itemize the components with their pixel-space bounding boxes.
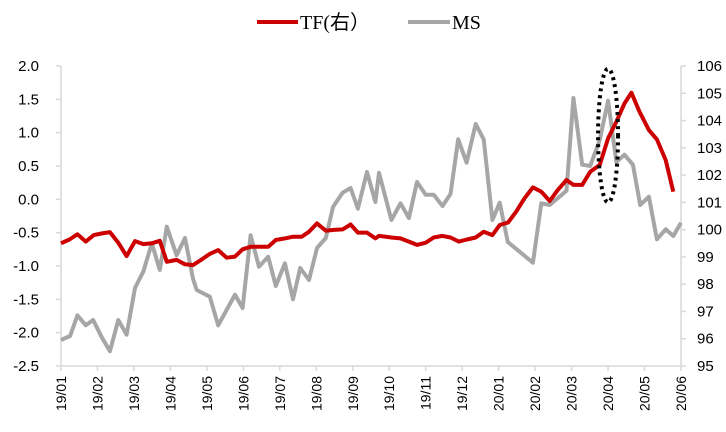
right-tick-label: 104: [697, 113, 722, 130]
right-tick-label: 100: [697, 222, 722, 239]
x-tick-label: 19/05: [199, 376, 215, 411]
axes: 2.0 1.5 1.0 0.5 0.0 -0.5 -1.0 -1.5 -2.0 -2.5 106 10…: [13, 58, 722, 411]
left-tick-label: 1.0: [18, 125, 39, 142]
legend: TF(右） MS: [257, 11, 481, 34]
legend-label-ms: MS: [452, 12, 481, 34]
x-tick-label: 19/03: [126, 376, 142, 411]
left-tick-label: -2.0: [13, 325, 39, 342]
x-tick-label: 19/04: [162, 376, 178, 411]
x-tick-label: 20/01: [491, 376, 507, 411]
left-tick-label: -1.0: [13, 258, 39, 275]
x-tick-label: 20/05: [637, 376, 653, 411]
x-tick-label: 19/12: [454, 376, 470, 411]
legend-label-tf: TF(右）: [300, 11, 370, 34]
left-tick-label: -1.5: [13, 291, 39, 308]
dotted-ellipse-annotation: [596, 66, 621, 205]
right-tick-label: 95: [697, 358, 714, 375]
x-tick-label: 20/04: [600, 376, 616, 411]
x-tick-label: 19/09: [345, 376, 361, 411]
left-tick-label: 0.5: [18, 158, 39, 175]
x-tick-label: 20/06: [673, 376, 689, 411]
series-line-tf: [60, 90, 676, 268]
right-tick-label: 105: [697, 85, 722, 102]
left-tick-label: 2.0: [18, 58, 39, 75]
right-tick-label: 97: [697, 303, 714, 320]
left-tick-label: -0.5: [13, 225, 39, 242]
x-tick-label: 19/11: [418, 376, 434, 410]
series-line-ms: [60, 96, 683, 354]
x-tick-label: 19/01: [53, 376, 69, 411]
right-tick-label: 103: [697, 140, 722, 157]
left-tick-label: 1.5: [18, 91, 39, 108]
x-tick-label: 20/02: [527, 376, 543, 411]
right-tick-label: 99: [697, 249, 714, 266]
right-tick-label: 98: [697, 276, 714, 293]
x-tick-label: 19/08: [308, 376, 324, 411]
right-tick-label: 106: [697, 58, 722, 75]
left-tick-label: 0.0: [18, 191, 39, 208]
x-tick-label: 19/02: [89, 376, 105, 411]
x-tick-label: 19/07: [272, 376, 288, 411]
x-tick-label: 19/10: [381, 376, 397, 411]
right-tick-label: 101: [697, 194, 722, 211]
right-tick-label: 96: [697, 331, 714, 348]
x-tick-label: 20/03: [564, 376, 580, 411]
right-tick-label: 102: [697, 167, 722, 184]
left-tick-label: -2.5: [13, 358, 39, 375]
series-layer: [60, 90, 683, 354]
x-tick-label: 19/06: [235, 376, 251, 411]
